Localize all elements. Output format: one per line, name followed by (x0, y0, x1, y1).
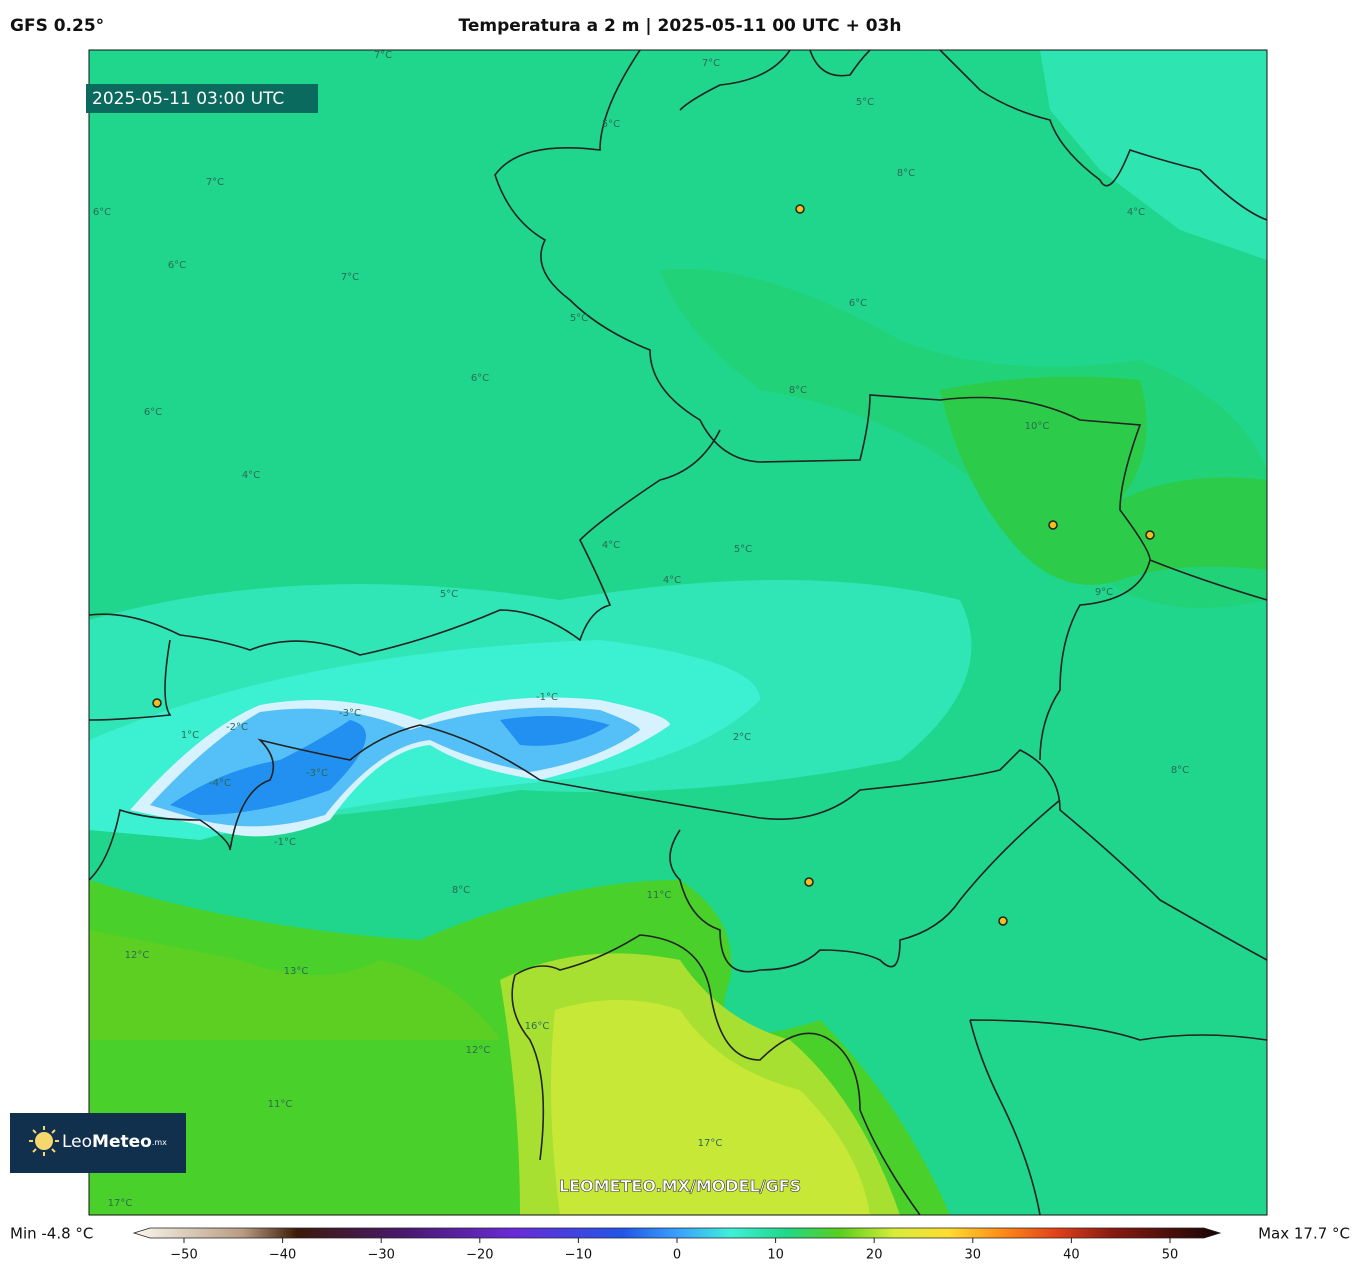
contour-label: 7°C (206, 177, 224, 188)
contour-label: 5°C (856, 97, 874, 108)
colorbar-tick-label: 0 (673, 1248, 681, 1263)
city-marker (152, 698, 162, 708)
colorbar (132, 1227, 1222, 1239)
colorbar-tick-label: −50 (170, 1248, 197, 1263)
contour-label: 11°C (647, 890, 672, 901)
colorbar-tick-label: −20 (466, 1248, 493, 1263)
colorbar-tick-label: 40 (1063, 1248, 1080, 1263)
contour-label: 8°C (452, 885, 470, 896)
logo-sun (29, 1126, 59, 1156)
contour-label: 5°C (602, 119, 620, 130)
contour-label: 5°C (734, 544, 752, 555)
map-title: Temperatura a 2 m | 2025-05-11 00 UTC + … (459, 16, 902, 36)
contour-label: 6°C (93, 207, 111, 218)
contour-label: 4°C (1127, 207, 1145, 218)
city-marker (1048, 520, 1058, 530)
contour-label: -1°C (536, 692, 558, 703)
timestamp: 2025-05-11 03:00 UTC (92, 89, 284, 109)
contour-label: 6°C (471, 373, 489, 384)
logo-text: LeoMeteo.mx (62, 1132, 167, 1152)
warm-field (940, 376, 1267, 585)
contour-label: 9°C (1095, 587, 1113, 598)
city-marker (795, 204, 805, 214)
contour-labels: 7°C 7°C 7°C 7°C 6°C 6°C 6°C 6°C 6°C 5°C 5°C 5°C 5°C 5… (93, 50, 1189, 1209)
contour-label: 13°C (284, 966, 309, 977)
contour-label: -1°C (274, 837, 296, 848)
contour-label: 7°C (702, 58, 720, 69)
contour-label: 6°C (168, 260, 186, 271)
city-marker (998, 916, 1008, 926)
contour-label: 5°C (570, 313, 588, 324)
borders (89, 50, 1267, 1215)
contour-label: 4°C (663, 575, 681, 586)
contour-label: 6°C (144, 407, 162, 418)
contour-label: 4°C (602, 540, 620, 551)
colorbar-tick-label: −30 (367, 1248, 394, 1263)
colorbar-tick-label: −40 (269, 1248, 296, 1263)
contour-label: 5°C (440, 589, 458, 600)
timestamp-badge (86, 84, 318, 113)
contour-label: 8°C (897, 168, 915, 179)
min-label: Min -4.8 °C (10, 1225, 93, 1243)
contour-label: 7°C (341, 272, 359, 283)
contour-label: 4°C (242, 470, 260, 481)
map-frame (88, 49, 1268, 1216)
contour-label: 7°C (374, 50, 392, 61)
watermark: LEOMETEO.MX/MODEL/GFS (559, 1177, 801, 1196)
contour-label: 1°C (181, 730, 199, 741)
logo-light: Leo (62, 1132, 92, 1152)
logo-bold: Meteo (92, 1132, 152, 1152)
model-name: GFS 0.25° (10, 16, 104, 36)
contour-label: 11°C (268, 1099, 293, 1110)
city-marker (804, 877, 814, 887)
contour-label: 12°C (466, 1045, 491, 1056)
colorbar-tick-label: 20 (866, 1248, 883, 1263)
max-label: Max 17.7 °C (1258, 1225, 1350, 1243)
map-area: 7°C 7°C 7°C 7°C 6°C 6°C 6°C 6°C 6°C 5°C 5°C 5°C 5°C 5… (89, 50, 1267, 1215)
city-marker (1145, 530, 1155, 540)
colorbar-ticks: −50 −40 −30 −20 −10 0 10 20 30 40 50 (170, 1238, 1178, 1263)
hot-field (551, 1000, 870, 1215)
contour-label: 17°C (108, 1198, 133, 1209)
colorbar-tick-label: 50 (1162, 1248, 1179, 1263)
colorbar-tick-label: 30 (965, 1248, 982, 1263)
contour-label: 12°C (125, 950, 150, 961)
contour-label: 2°C (733, 732, 751, 743)
contour-label: 8°C (1171, 765, 1189, 776)
contour-label: 10°C (1025, 421, 1050, 432)
contour-label: 6°C (849, 298, 867, 309)
contour-label: -2°C (226, 722, 248, 733)
cities (152, 204, 1155, 926)
contour-label: 17°C (698, 1138, 723, 1149)
colorbar-tick-label: 10 (767, 1248, 784, 1263)
logo-suffix: .mx (152, 1138, 167, 1147)
colorbar-tick-label: −10 (565, 1248, 592, 1263)
contour-label: -3°C (306, 768, 328, 779)
cold-core (170, 716, 610, 815)
contour-label: -3°C (339, 708, 361, 719)
warm-field (1040, 50, 1267, 260)
contour-label: 8°C (789, 385, 807, 396)
contour-label: 16°C (525, 1021, 550, 1032)
warm-field (89, 930, 500, 1040)
contour-label: -4°C (209, 778, 231, 789)
